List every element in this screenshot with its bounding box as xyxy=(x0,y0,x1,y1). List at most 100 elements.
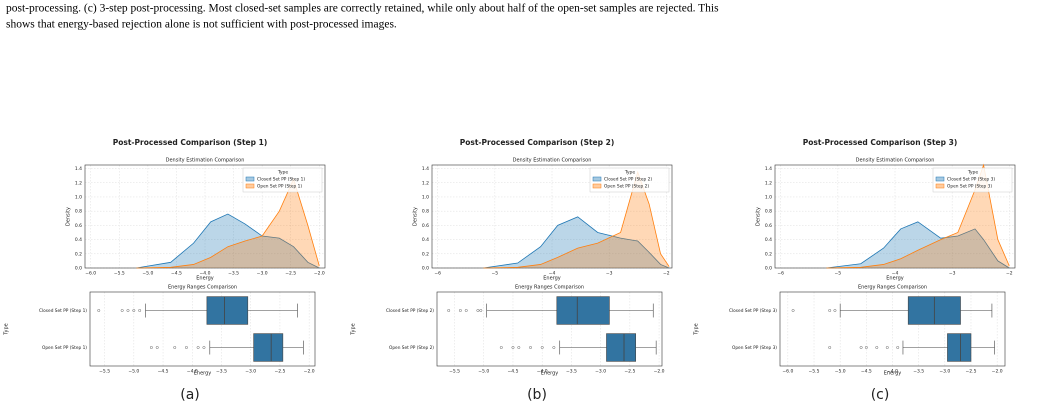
outlier xyxy=(828,346,832,349)
density-area xyxy=(826,165,1010,268)
y-tick-label: 0.6 xyxy=(422,223,429,229)
legend-title: Type xyxy=(277,170,289,176)
y-tick-label: 1.0 xyxy=(765,194,772,200)
legend-label: Open Set PP (Step 3) xyxy=(947,184,992,190)
y-tick-label: 0.8 xyxy=(765,209,772,215)
x-tick-label: −4 xyxy=(892,271,899,277)
density-area xyxy=(136,179,320,268)
x-tick-label: −5.5 xyxy=(99,369,110,375)
x-tick-label: −3.5 xyxy=(228,271,239,277)
x-tick-label: −2.0 xyxy=(654,369,665,375)
y-tick-label: Closed Set PP (Step 2) xyxy=(386,308,434,314)
x-tick-label: −2.5 xyxy=(274,369,285,375)
outlier xyxy=(517,346,521,349)
plot-title: Energy Ranges Comparison xyxy=(858,285,927,291)
x-tick-label: −3.5 xyxy=(216,369,227,375)
x-tick-label: −4 xyxy=(549,271,556,277)
x-tick-label: −5 xyxy=(492,271,499,277)
panel-label: (b) xyxy=(527,387,547,403)
legend-swatch xyxy=(245,176,255,182)
legend-label: Open Set PP (Step 1) xyxy=(257,184,302,190)
outlier xyxy=(833,309,837,312)
x-axis-label: Energy xyxy=(196,276,214,282)
outlier xyxy=(185,346,188,349)
x-tick-label: −5.0 xyxy=(142,271,153,277)
x-tick-label: −4.5 xyxy=(861,369,872,375)
y-tick-label: 1.4 xyxy=(75,166,82,172)
y-axis-label: Density xyxy=(66,207,72,226)
outlier xyxy=(155,346,159,349)
x-tick-label: −2.0 xyxy=(304,369,315,375)
y-tick-label: 0.0 xyxy=(765,266,772,272)
y-tick-label: 1.4 xyxy=(765,166,772,172)
outlier xyxy=(828,309,832,312)
panel-label: (a) xyxy=(180,387,200,403)
legend-swatch xyxy=(592,176,602,182)
x-tick-label: −6.0 xyxy=(85,271,96,277)
density-line xyxy=(483,216,670,269)
x-tick-label: −2.0 xyxy=(992,369,1003,375)
outlier xyxy=(202,346,206,349)
x-tick-label: −6.0 xyxy=(782,369,793,375)
plot-title: Density Estimation Comparison xyxy=(856,158,935,164)
x-tick-label: −5.5 xyxy=(809,369,820,375)
x-axis-label: Energy xyxy=(541,371,559,377)
outlier xyxy=(476,309,480,312)
x-tick-label: −3 xyxy=(606,271,613,277)
panel-title: Post-Processed Comparison (Step 1) xyxy=(113,138,268,147)
y-axis-label: Density xyxy=(413,207,419,226)
plot-title: Energy Ranges Comparison xyxy=(168,285,237,291)
outlier xyxy=(149,346,153,349)
x-tick-label: −3.0 xyxy=(257,271,268,277)
x-tick-label: −4.0 xyxy=(537,369,548,375)
y-tick-label: 0.4 xyxy=(75,237,82,243)
y-tick-label: 0.8 xyxy=(75,209,82,215)
legend-label: Closed Set PP (Step 3) xyxy=(947,177,995,183)
box xyxy=(253,333,284,362)
y-axis-label: Type xyxy=(4,323,10,335)
x-tick-label: −5.0 xyxy=(128,369,139,375)
axes-frame xyxy=(84,164,326,269)
y-tick-label: 1.4 xyxy=(422,166,429,172)
density-area xyxy=(483,216,670,268)
y-tick-label: 0.4 xyxy=(765,237,772,243)
x-tick-label: −2.5 xyxy=(285,271,296,277)
x-tick-label: −2.5 xyxy=(966,369,977,375)
outlier xyxy=(885,346,889,349)
caption-line: shows that energy-based rejection alone … xyxy=(6,19,397,31)
panel-title: Post-Processed Comparison (Step 2) xyxy=(460,138,615,147)
outlier xyxy=(479,309,483,312)
x-tick-label: −4.5 xyxy=(171,271,182,277)
x-tick-label: −6 xyxy=(434,271,441,277)
y-tick-label: 0.6 xyxy=(75,223,82,229)
axes-frame xyxy=(774,164,1016,269)
outlier xyxy=(458,309,462,312)
y-axis-label: Type xyxy=(351,323,357,335)
panel-title: Post-Processed Comparison (Step 3) xyxy=(803,138,958,147)
y-tick-label: 0.4 xyxy=(422,237,429,243)
density-area xyxy=(483,172,670,268)
y-tick-label: 0.2 xyxy=(75,251,82,257)
panel-label: (c) xyxy=(871,387,890,403)
outlier xyxy=(511,346,515,349)
outlier xyxy=(97,309,101,312)
x-tick-label: −3.0 xyxy=(595,369,606,375)
density-area xyxy=(826,221,1010,268)
y-axis-label: Density xyxy=(756,207,762,226)
x-tick-label: −2 xyxy=(663,271,670,277)
outlier xyxy=(132,309,136,312)
x-tick-label: −4.0 xyxy=(187,369,198,375)
x-tick-label: −2.0 xyxy=(314,271,325,277)
x-tick-label: −2 xyxy=(1006,271,1013,277)
outlier xyxy=(138,309,142,312)
density-line xyxy=(483,170,670,269)
x-tick-label: −4.0 xyxy=(200,271,211,277)
outlier xyxy=(464,309,468,312)
x-tick-label: −3.0 xyxy=(245,369,256,375)
density-line xyxy=(826,221,1010,269)
outlier xyxy=(859,346,863,349)
x-tick-label: −4.5 xyxy=(508,369,519,375)
axes-frame xyxy=(89,291,316,367)
outlier xyxy=(896,346,900,349)
y-tick-label: Open Set PP (Step 2) xyxy=(389,345,434,351)
